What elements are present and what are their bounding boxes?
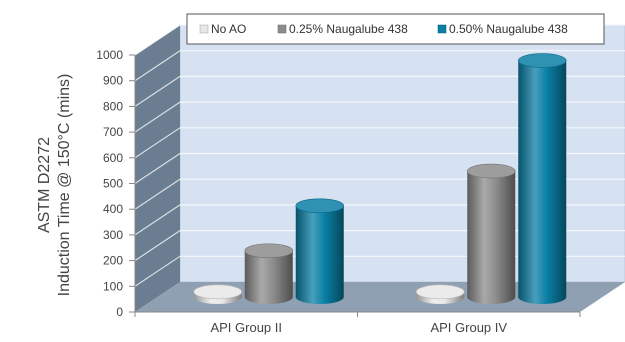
- y-tick-label: 900: [103, 74, 123, 88]
- bar-0-2: [295, 198, 345, 304]
- bar-cylinder-top: [415, 284, 465, 300]
- y-tick-label: 100: [103, 279, 123, 293]
- y-tick-label: 600: [103, 151, 123, 165]
- x-tick-label: API Group II: [210, 320, 282, 335]
- gridline: [134, 127, 625, 159]
- bar-cylinder-top: [295, 198, 345, 214]
- legend-label: 0.50% Naugalube 438: [449, 22, 568, 36]
- bar-0-1: [244, 243, 294, 304]
- legend-swatch: [277, 24, 287, 34]
- legend-label: 0.25% Naugalube 438: [289, 22, 408, 36]
- gridline: [134, 152, 625, 184]
- bar-1-1: [466, 163, 516, 304]
- y-tick-label: 200: [103, 254, 123, 268]
- y-axis-title-line2: Induction Time @ 150°C (mins): [56, 73, 73, 297]
- y-tick-label: 800: [103, 99, 123, 113]
- y-axis-title: ASTM D2272 Induction Time @ 150°C (mins): [35, 35, 75, 335]
- x-tick-label: API Group IV: [430, 320, 507, 335]
- legend-box: [186, 13, 605, 45]
- bar-cylinder-body: [467, 171, 516, 304]
- y-tick-label: 500: [103, 177, 123, 191]
- y-tick-label: 0: [116, 305, 123, 319]
- bar-cylinder-top: [193, 284, 243, 300]
- bar-cylinder-top: [244, 243, 294, 259]
- y-tick-label: 300: [103, 228, 123, 242]
- gridline: [134, 75, 625, 107]
- bar-cylinder-top: [517, 53, 567, 68]
- gridline: [134, 101, 625, 133]
- bar-1-2: [517, 53, 567, 305]
- bar-cylinder-body: [295, 205, 344, 304]
- legend-swatch: [199, 24, 209, 34]
- bar-cylinder-top: [466, 163, 516, 179]
- y-tick-label: 400: [103, 202, 123, 216]
- y-axis-title-line1: ASTM D2272: [36, 136, 53, 234]
- bar-0-0: [193, 284, 243, 304]
- bar-cylinder-body: [518, 60, 567, 305]
- y-tick-label: 700: [103, 125, 123, 139]
- bar-1-0: [415, 284, 465, 304]
- y-tick-label: 1000: [96, 48, 123, 62]
- bar-cylinder-body: [244, 250, 293, 304]
- gridline: [134, 50, 625, 82]
- legend-label: No AO: [211, 22, 246, 36]
- legend-swatch: [437, 24, 447, 34]
